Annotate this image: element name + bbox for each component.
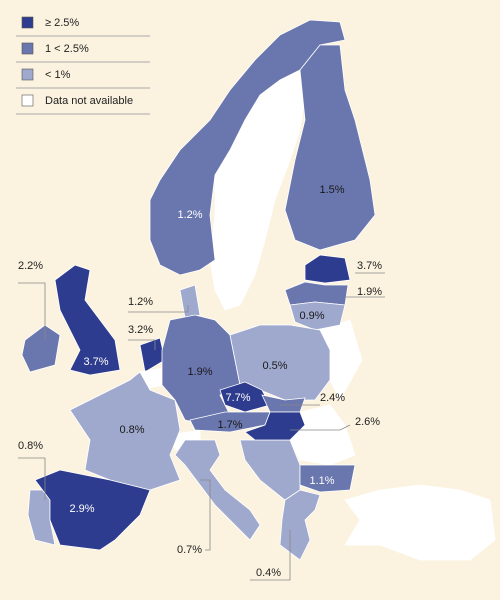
region-label: 1.5% [319, 184, 344, 196]
norway [149, 19, 346, 276]
leader-line [128, 305, 189, 313]
estonia [304, 254, 351, 284]
region-label: 3.2% [128, 324, 153, 336]
region-label: 2.9% [69, 503, 94, 515]
leader-line [128, 339, 156, 350]
region-label: 0.4% [256, 567, 281, 579]
leader-line [18, 457, 46, 500]
united-kingdom [54, 264, 121, 376]
leader-line [18, 282, 46, 340]
region-label: 1.9% [187, 366, 212, 378]
region-label: 0.9% [299, 310, 324, 322]
legend-swatch [21, 42, 34, 55]
region-label: 1.1% [309, 475, 334, 487]
france [69, 371, 181, 491]
bulgaria [299, 464, 356, 493]
poland [229, 324, 331, 401]
region-label: 1.2% [128, 296, 153, 308]
legend-label: < 1% [45, 69, 71, 81]
leader-line [250, 530, 291, 581]
region-label: 0.7% [177, 544, 202, 556]
legend-label: ≥ 2.5% [45, 17, 79, 29]
region-label: 0.5% [262, 360, 287, 372]
region-label: 3.7% [83, 356, 108, 368]
region-label: 0.8% [18, 440, 43, 452]
denmark [179, 284, 201, 319]
hungary [244, 411, 306, 441]
legend-label: Data not available [45, 95, 133, 107]
region-label: 2.4% [320, 392, 345, 404]
legend-swatch [21, 68, 34, 81]
legend-swatch [21, 16, 34, 29]
lithuania [289, 301, 346, 331]
region-label: 1.9% [357, 286, 382, 298]
region-label: 2.2% [18, 260, 43, 272]
region-label: 7.7% [225, 392, 250, 404]
region-label: 0.8% [119, 424, 144, 436]
legend-swatch [21, 94, 34, 107]
legend: ≥ 2.5% 1 < 2.5% < 1% Data not available [16, 16, 150, 115]
legend-label: 1 < 2.5% [45, 43, 89, 55]
region-label: 1.7% [217, 419, 242, 431]
turkey [344, 484, 496, 561]
spain [34, 469, 151, 551]
region-label: 2.6% [355, 416, 380, 428]
leader-line [200, 479, 211, 551]
region-label: 1.2% [177, 209, 202, 221]
region-label: 3.7% [357, 260, 382, 272]
finland [284, 44, 376, 251]
italy [174, 439, 261, 541]
leader-line [290, 424, 351, 431]
